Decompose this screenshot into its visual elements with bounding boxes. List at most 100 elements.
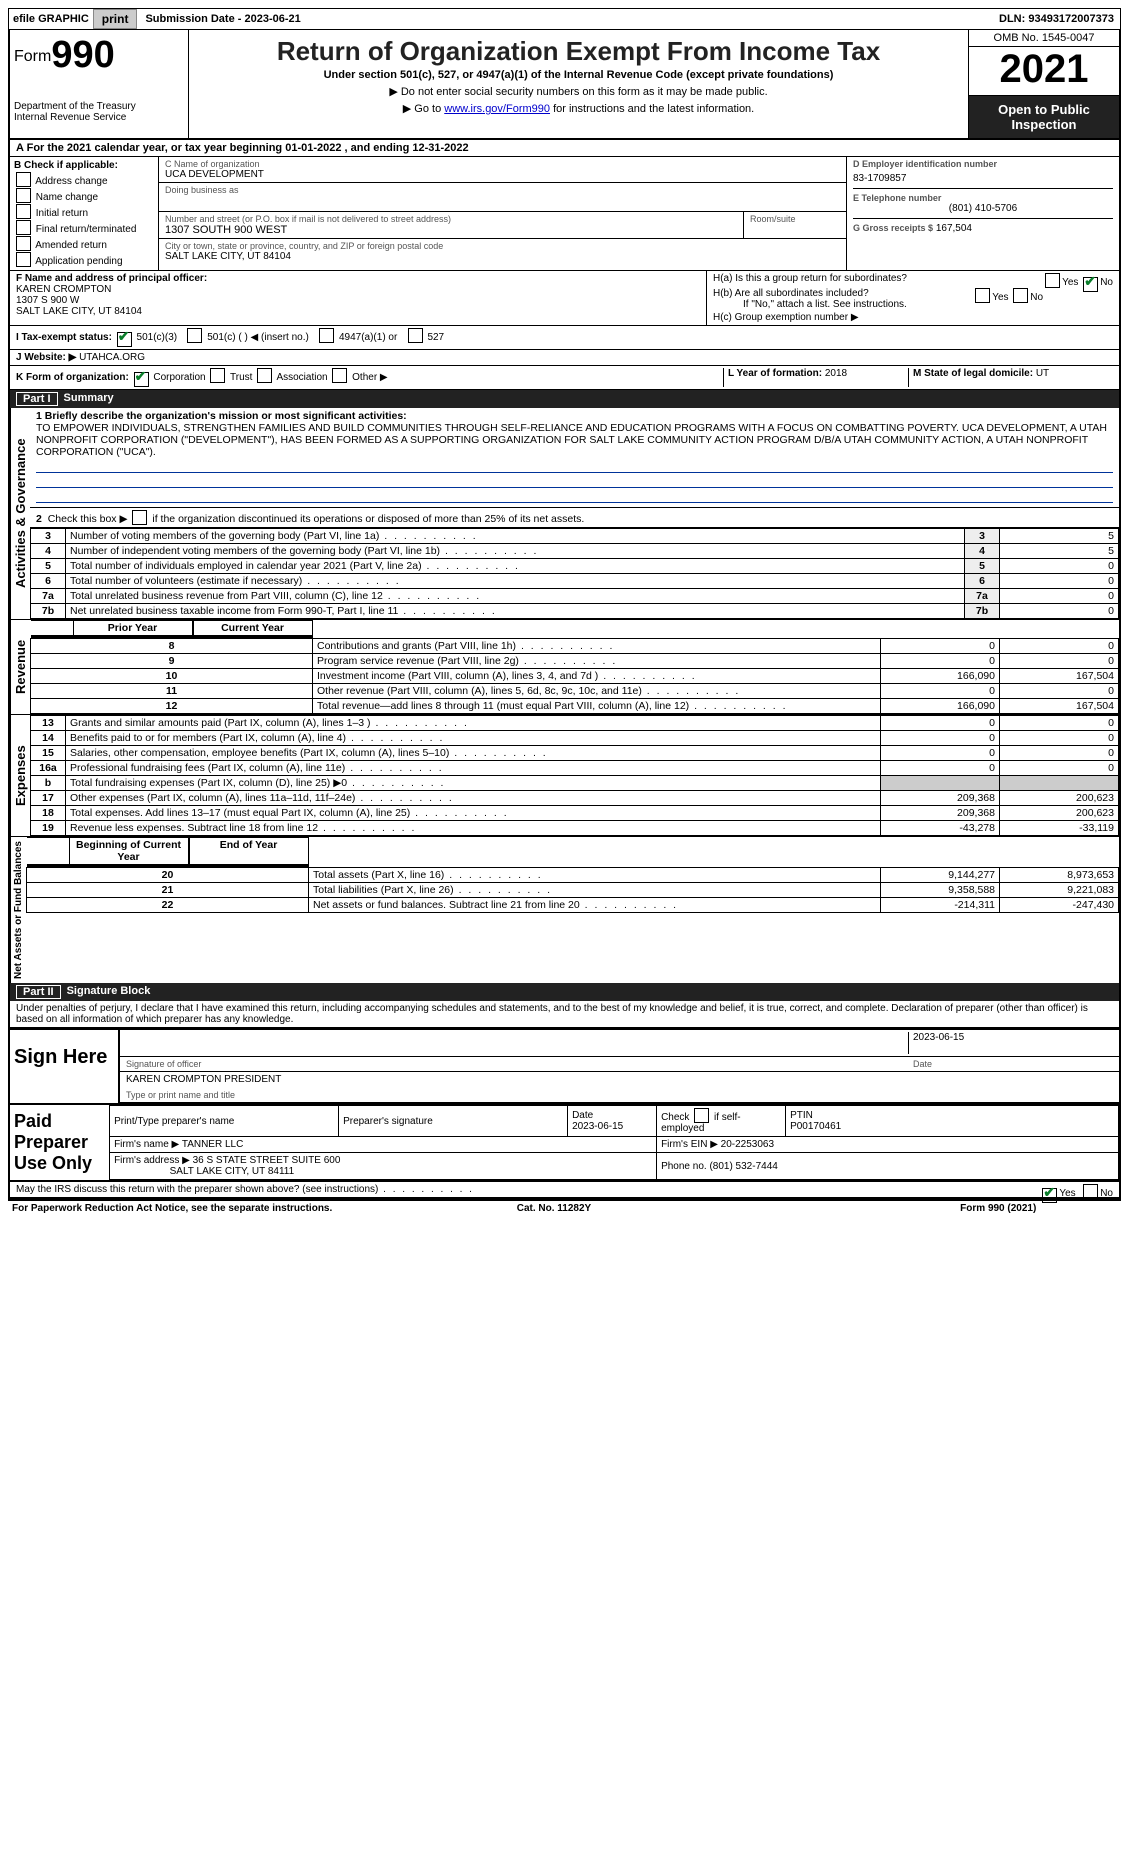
f-addr2: SALT LAKE CITY, UT 84104 <box>16 306 700 317</box>
discuss-yes: Yes <box>1059 1188 1075 1199</box>
part1-no: Part I <box>16 392 58 406</box>
line-no: 6 <box>31 574 66 589</box>
checkbox-icon[interactable] <box>319 328 334 343</box>
line-no: 5 <box>31 559 66 574</box>
addr-label: Firm's address ▶ <box>114 1155 193 1166</box>
foot-left: For Paperwork Reduction Act Notice, see … <box>12 1203 332 1214</box>
h-a: H(a) Is this a group return for subordin… <box>713 273 1113 284</box>
part1-title: Summary <box>64 392 114 406</box>
current-value <box>1000 776 1119 791</box>
current-value: 0 <box>1000 684 1119 699</box>
line-no-box: 5 <box>965 559 1000 574</box>
open-inspection: Open to Public Inspection <box>969 96 1119 138</box>
goto-a: ▶ Go to <box>403 103 444 115</box>
checkbox-icon[interactable] <box>1042 1188 1057 1203</box>
begin-year-hdr: Beginning of Current Year <box>69 837 189 865</box>
prior-value: 0 <box>881 684 1000 699</box>
line-no-box: 3 <box>965 529 1000 544</box>
checkbox-icon[interactable] <box>187 328 202 343</box>
l2-text: Check this box ▶ if the organization dis… <box>48 513 585 525</box>
officer-sig-blank <box>126 1032 908 1054</box>
tax-year: 2021 <box>969 47 1119 96</box>
expenses: Expenses 13Grants and similar amounts pa… <box>10 714 1119 836</box>
form-header: Form990 Department of the Treasury Inter… <box>10 30 1119 140</box>
irs-link[interactable]: www.irs.gov/Form990 <box>444 103 550 115</box>
checkbox-icon[interactable] <box>332 368 347 383</box>
checkbox-icon[interactable] <box>134 372 149 387</box>
table-row: 8Contributions and grants (Part VIII, li… <box>31 639 1119 654</box>
prep-h3: Date <box>572 1110 593 1121</box>
foot-mid: Cat. No. 11282Y <box>517 1203 591 1214</box>
line-text: Total liabilities (Part X, line 26) <box>309 883 881 898</box>
sign-here-label: Sign Here <box>10 1030 118 1103</box>
gov-row: 5Total number of individuals employed in… <box>31 559 1119 574</box>
l-value: 2018 <box>825 368 847 379</box>
line-a-taxyear: A For the 2021 calendar year, or tax yea… <box>10 140 1119 157</box>
col-h: H(a) Is this a group return for subordin… <box>707 271 1119 325</box>
checkbox-icon[interactable] <box>694 1108 709 1123</box>
c-dba: Doing business as <box>159 183 846 212</box>
table-row: 22Net assets or fund balances. Subtract … <box>27 898 1119 913</box>
exp-section-label: Expenses <box>10 715 30 836</box>
m-block: M State of legal domicile: UT <box>908 368 1113 387</box>
line-no: 15 <box>31 746 66 761</box>
b-name-change: Name change <box>14 188 154 203</box>
line-text: Program service revenue (Part VIII, line… <box>313 654 881 669</box>
checkbox-icon[interactable] <box>132 510 147 525</box>
d-label: D Employer identification number <box>853 159 1113 169</box>
b-address-change: Address change <box>14 172 154 187</box>
checkbox-icon[interactable] <box>257 368 272 383</box>
checkbox-icon[interactable] <box>975 288 990 303</box>
sign-block: Sign Here 2023-06-15 Signature of office… <box>10 1028 1119 1103</box>
checkbox-icon[interactable] <box>1083 1184 1098 1199</box>
current-value: 8,973,653 <box>1000 868 1119 883</box>
c-addr: Number and street (or P.O. box if mail i… <box>159 212 744 238</box>
checkbox-icon[interactable] <box>16 188 31 203</box>
rev-table: Prior Year Current Year 8Contributions a… <box>30 620 1119 714</box>
topbar: efile GRAPHIC print Submission Date - 20… <box>8 8 1121 30</box>
line-text: Net unrelated business taxable income fr… <box>66 604 965 619</box>
b-i1: Name change <box>36 192 98 203</box>
prep-h1: Print/Type preparer's name <box>110 1106 339 1137</box>
line-text: Contributions and grants (Part VIII, lin… <box>313 639 881 654</box>
line-text: Investment income (Part VIII, column (A)… <box>313 669 881 684</box>
print-button[interactable]: print <box>93 9 138 29</box>
net-header: Beginning of Current Year End of Year <box>27 837 309 867</box>
prior-value: 0 <box>881 639 1000 654</box>
gov-table: 3Number of voting members of the governi… <box>30 528 1119 619</box>
checkbox-icon[interactable] <box>117 332 132 347</box>
checkbox-icon[interactable] <box>16 236 31 251</box>
prior-value: -214,311 <box>881 898 1000 913</box>
checkbox-icon[interactable] <box>16 220 31 235</box>
name-label: Type or print name and title <box>126 1090 1113 1100</box>
i-label: I Tax-exempt status: <box>16 332 112 343</box>
preparer-block: Paid Preparer Use Only Print/Type prepar… <box>10 1103 1119 1182</box>
checkbox-icon[interactable] <box>408 328 423 343</box>
checkbox-icon[interactable] <box>1083 277 1098 292</box>
checkbox-icon[interactable] <box>1045 273 1060 288</box>
firm-addr-cell: Firm's address ▶ 36 S STATE STREET SUITE… <box>110 1153 657 1180</box>
checkbox-icon[interactable] <box>1013 288 1028 303</box>
checkbox-icon[interactable] <box>16 172 31 187</box>
current-value: -33,119 <box>1000 821 1119 836</box>
b-final-return: Final return/terminated <box>14 220 154 235</box>
net-table: Beginning of Current Year End of Year 20… <box>26 837 1119 913</box>
table-row: 18Total expenses. Add lines 13–17 (must … <box>31 806 1119 821</box>
line-value: 0 <box>1000 589 1119 604</box>
gov-row: 3Number of voting members of the governi… <box>31 529 1119 544</box>
discuss-no: No <box>1100 1188 1113 1199</box>
c-addr-value: 1307 SOUTH 900 WEST <box>165 224 737 236</box>
firm-name-cell: Firm's name ▶ TANNER LLC <box>110 1137 657 1153</box>
ssn-note: ▶ Do not enter social security numbers o… <box>193 85 964 98</box>
current-value: 200,623 <box>1000 791 1119 806</box>
col-f: F Name and address of principal officer:… <box>10 271 707 325</box>
table-row: 12Total revenue—add lines 8 through 11 (… <box>31 699 1119 714</box>
checkbox-icon[interactable] <box>210 368 225 383</box>
discuss-line: May the IRS discuss this return with the… <box>10 1182 1119 1199</box>
m-value: UT <box>1036 368 1049 379</box>
current-value: 0 <box>1000 654 1119 669</box>
checkbox-icon[interactable] <box>16 204 31 219</box>
line-no: 8 <box>31 639 313 654</box>
checkbox-icon[interactable] <box>16 252 31 267</box>
submission-date-label: Submission Date - <box>145 13 244 25</box>
